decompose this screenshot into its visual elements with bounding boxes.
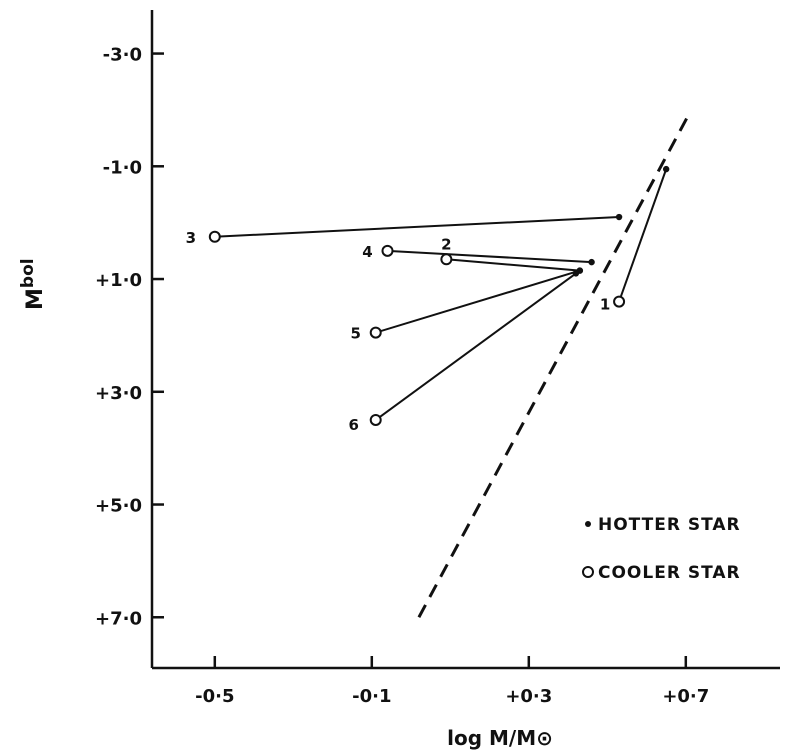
x-tick-label: +0·3 xyxy=(505,686,552,707)
legend-hotter-marker xyxy=(585,521,591,527)
y-axis-label-sup: bol xyxy=(18,258,38,288)
y-tick-label: +5·0 xyxy=(95,496,142,517)
pair-line-2 xyxy=(446,258,580,272)
y-tick-label: -1·0 xyxy=(103,157,142,178)
hotter-star-point-6 xyxy=(572,270,580,277)
pair-line-6 xyxy=(375,272,577,421)
cooler-star-point-3 xyxy=(208,230,221,243)
pair-label-6: 6 xyxy=(349,416,359,434)
cooler-star-point-5 xyxy=(369,326,382,339)
pair-label-2: 2 xyxy=(441,235,451,253)
legend-label-hotter: HOTTER STAR xyxy=(598,515,741,535)
hotter-star-point-3 xyxy=(615,213,623,221)
hotter-star-point-1 xyxy=(662,165,670,173)
reference-dashed-line xyxy=(417,112,692,618)
pair-line-3 xyxy=(214,216,620,238)
cooler-star-point-4 xyxy=(381,244,394,257)
x-tick-label: -0·1 xyxy=(352,686,391,707)
x-tick-label: +0·7 xyxy=(662,686,709,707)
pair-label-3: 3 xyxy=(186,229,196,247)
y-axis-label-main: M xyxy=(23,288,48,310)
plot-area: -3·0 -1·0 +1·0 +3·0 +5·0 +7·0 -0·5 -0·1 +0·3 +0·7… xyxy=(95,10,780,707)
x-tick-label: -0·5 xyxy=(195,686,234,707)
y-tick-label: +1·0 xyxy=(95,270,142,291)
x-axis-label: log M/M⊙ xyxy=(447,726,553,750)
pair-label-1: 1 xyxy=(600,296,610,314)
y-tick-label: -3·0 xyxy=(103,45,142,66)
cooler-star-point-2 xyxy=(440,253,453,266)
pair-label-5: 5 xyxy=(351,325,361,343)
pair-line-4 xyxy=(387,249,592,264)
pair-line-1 xyxy=(618,168,668,302)
pair-line-5 xyxy=(375,269,581,334)
y-tick-label: +7·0 xyxy=(95,608,142,629)
y-axis-label: Mbol xyxy=(18,258,48,310)
legend-cooler-marker xyxy=(582,566,594,578)
cooler-star-point-1 xyxy=(613,295,626,308)
hotter-star-point-4 xyxy=(588,258,595,266)
legend-label-cooler: COOLER STAR xyxy=(598,563,741,583)
y-tick-label: +3·0 xyxy=(95,383,142,404)
pair-label-4: 4 xyxy=(362,243,372,261)
cooler-star-point-6 xyxy=(369,413,382,426)
